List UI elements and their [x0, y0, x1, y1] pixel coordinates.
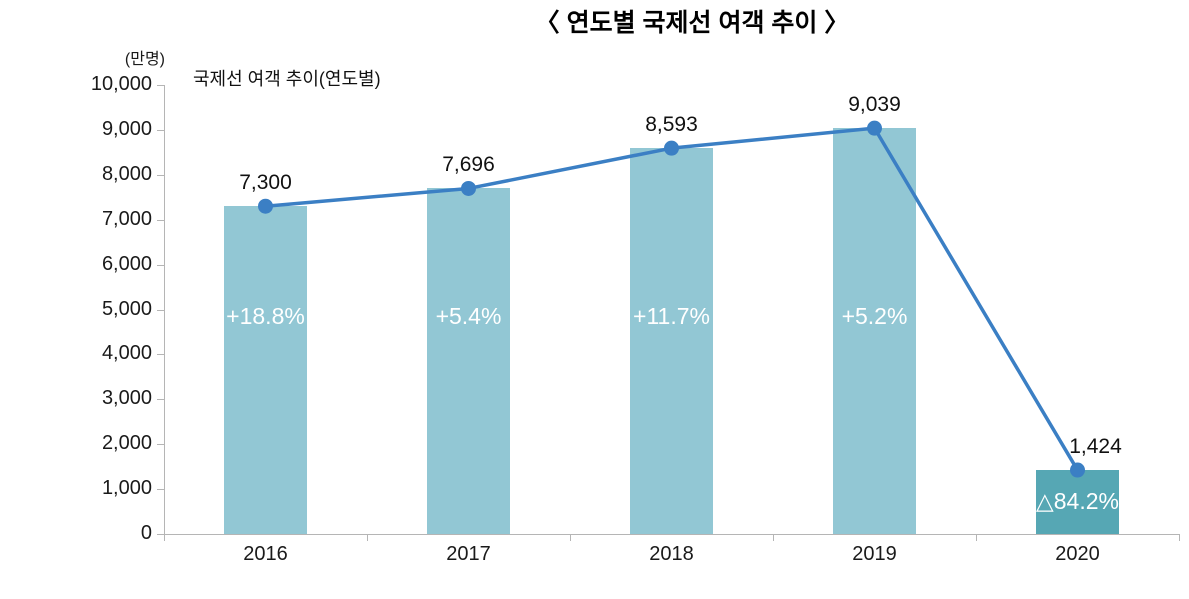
x-tick-label: 2020	[1055, 543, 1100, 565]
y-axis-tick	[157, 534, 164, 535]
y-tick-label: 2,000	[101, 432, 152, 455]
x-axis-tick	[367, 535, 368, 541]
y-tick-label: 4,000	[101, 342, 152, 365]
bar-percent-label: △84.2%	[1036, 488, 1119, 515]
bar-value-label: 9,039	[848, 93, 901, 117]
y-axis-tick	[157, 309, 164, 311]
bar	[833, 128, 916, 534]
y-tick-label: 8,000	[101, 162, 152, 185]
bar-percent-label: +5.2%	[841, 303, 908, 329]
y-tick-label: 3,000	[101, 387, 152, 410]
y-axis-unit-label: (만명)	[124, 51, 165, 68]
y-tick-label: 7,000	[101, 207, 152, 230]
bar	[427, 188, 510, 534]
bar	[1036, 470, 1119, 534]
y-axis-tick	[157, 129, 164, 131]
y-tick-label: 9,000	[101, 117, 152, 140]
y-axis-tick	[157, 219, 164, 221]
y-tick-label: 10,000	[90, 73, 152, 95]
x-tick-label: 2016	[243, 543, 288, 565]
x-axis-tick	[164, 535, 165, 541]
bar-percent-label: +11.7%	[633, 303, 710, 329]
bar-percent-label: +5.4%	[435, 303, 502, 329]
y-axis-tick	[157, 174, 164, 176]
x-axis-tick	[976, 535, 977, 541]
y-axis-tick	[157, 444, 164, 446]
x-axis-tick	[1179, 535, 1180, 541]
x-axis-tick	[773, 535, 774, 541]
y-tick-label: 1,000	[101, 477, 152, 500]
bar-value-label: 7,300	[239, 171, 292, 195]
bar-value-label: 8,593	[645, 113, 698, 137]
y-tick-label: 0	[140, 522, 152, 544]
x-tick-label: 2017	[446, 543, 491, 565]
x-tick-label: 2019	[852, 543, 897, 565]
x-tick-label: 2018	[649, 543, 694, 565]
y-axis-tick	[157, 399, 164, 401]
y-axis-tick	[157, 489, 164, 491]
x-axis-line	[164, 534, 1180, 535]
y-axis-line	[164, 85, 165, 535]
bar-percent-label: +18.8%	[226, 303, 305, 329]
chart-title: 〈 연도별 국제선 여객 추이 〉	[534, 9, 850, 37]
y-axis-tick	[157, 264, 164, 266]
y-tick-label: 5,000	[101, 297, 152, 320]
y-axis-tick	[157, 85, 164, 86]
bar-value-label: 7,696	[442, 153, 495, 177]
x-axis-tick	[570, 535, 571, 541]
series-label: 국제선 여객 추이(연도별)	[193, 69, 381, 89]
bar-value-label: 1,424	[1069, 435, 1122, 459]
y-axis-tick	[157, 354, 164, 356]
bar	[224, 206, 307, 534]
bar	[630, 148, 713, 534]
y-tick-label: 6,000	[101, 252, 152, 275]
